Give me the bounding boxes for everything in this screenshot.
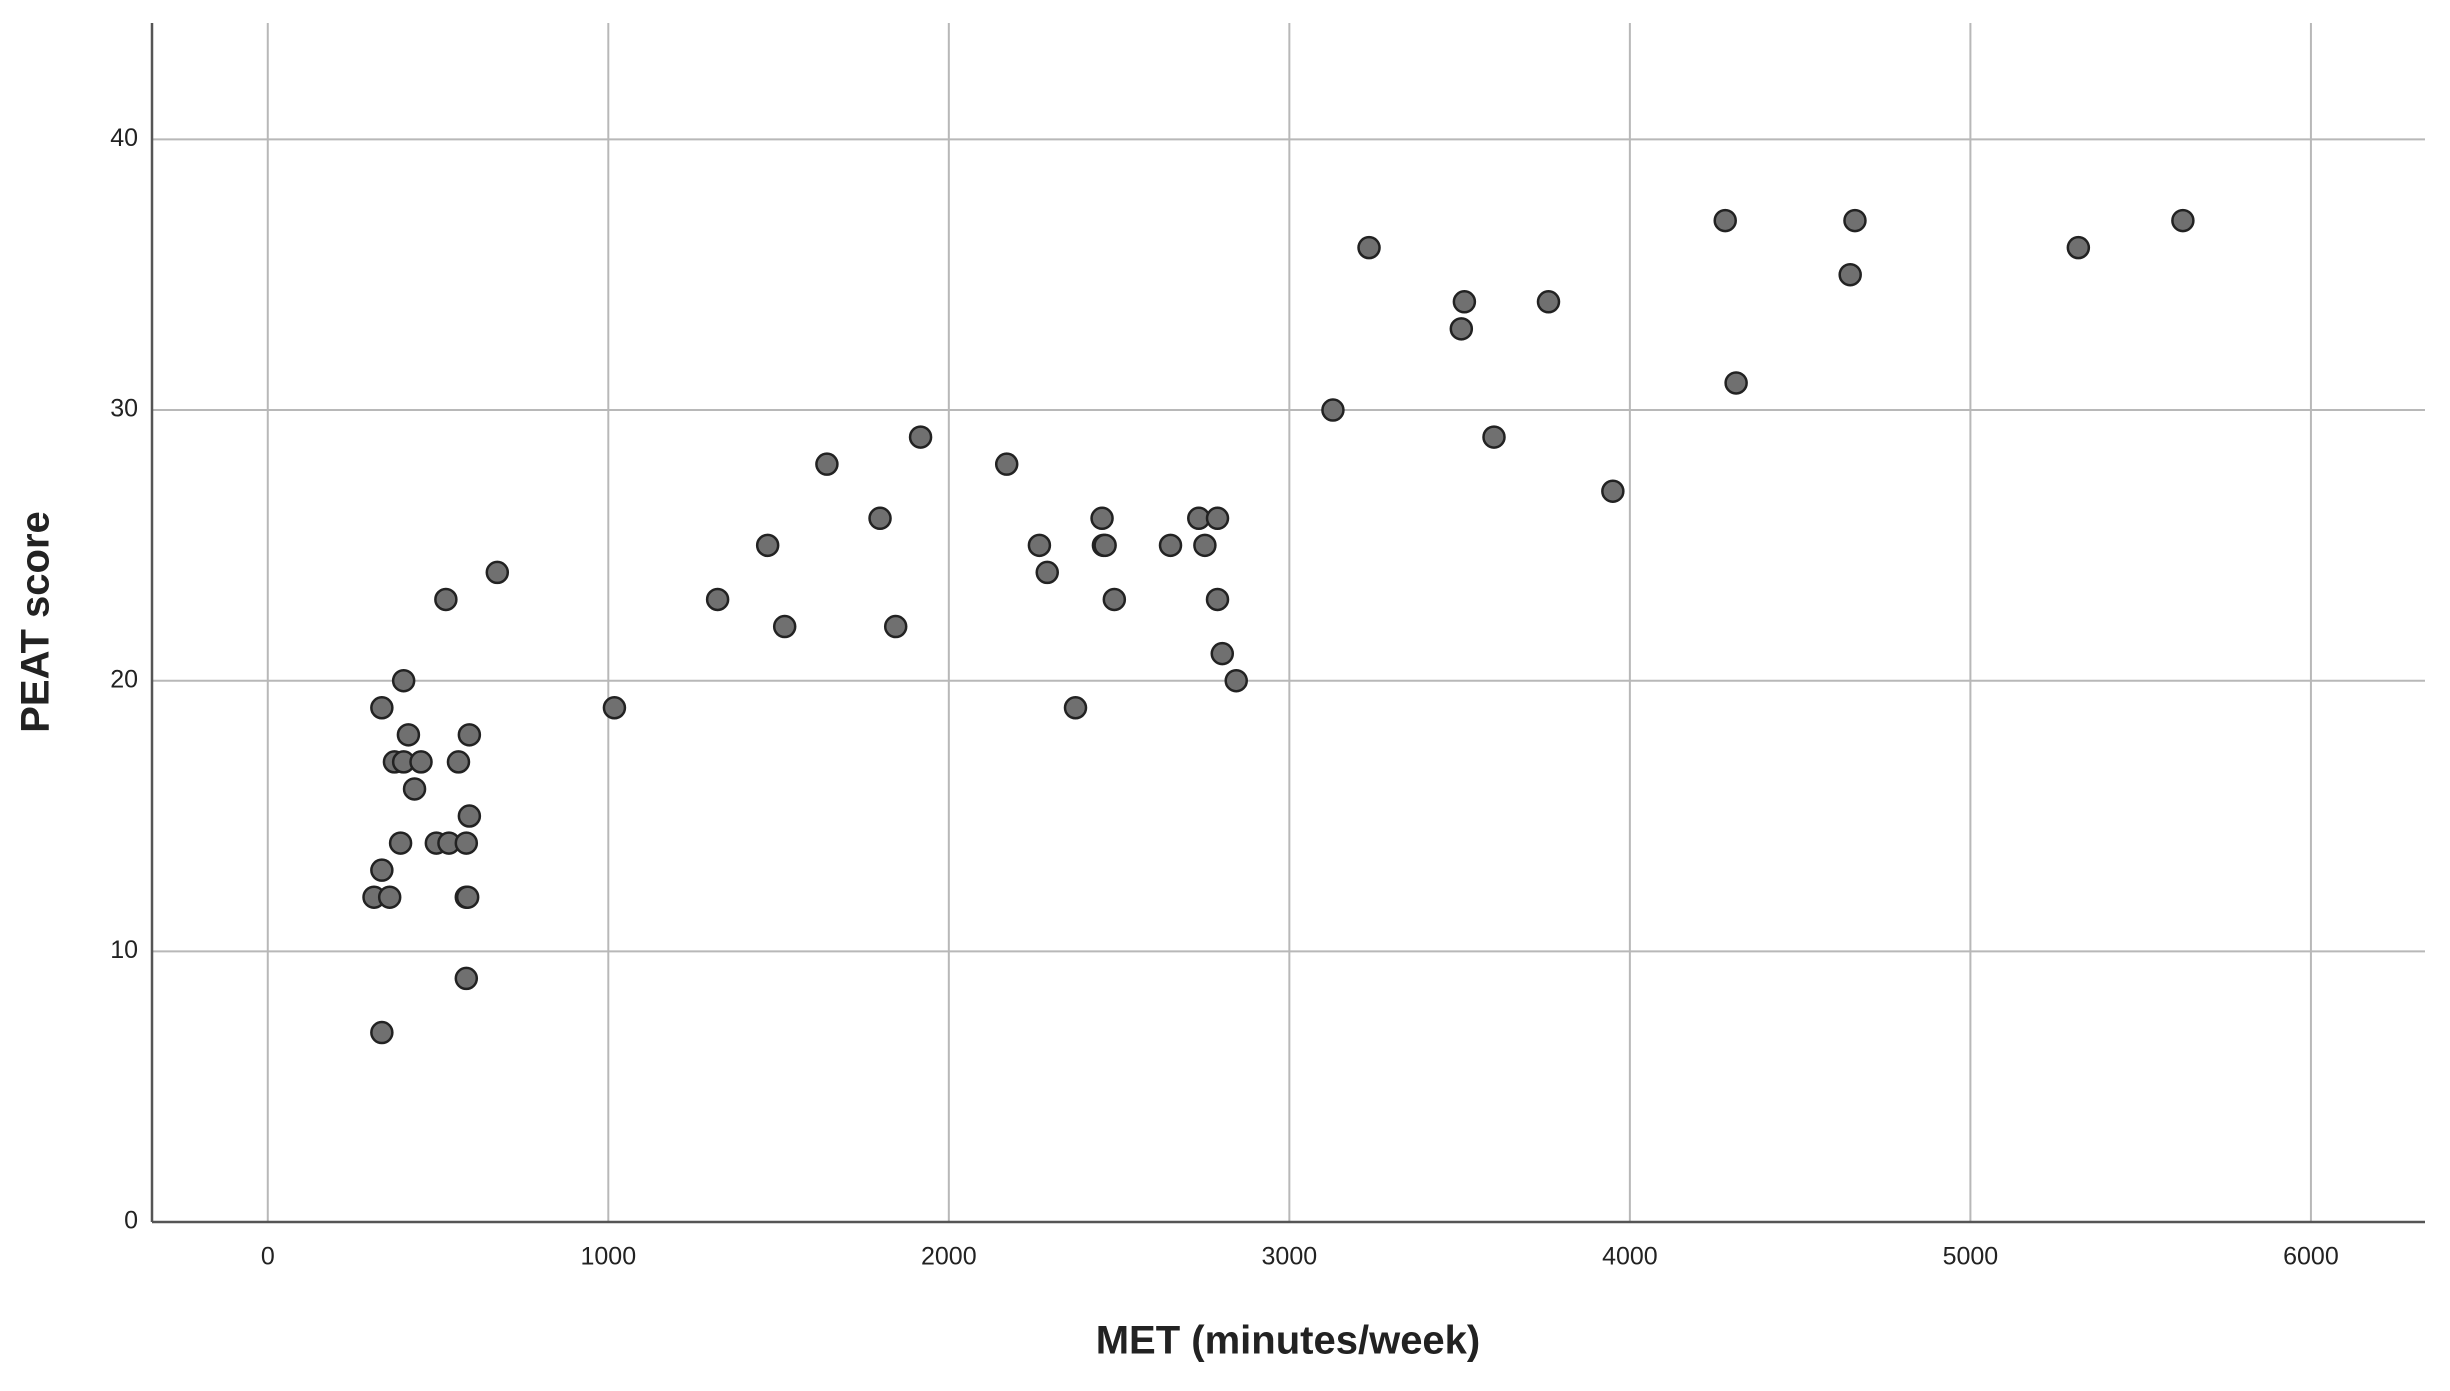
x-tick-label: 5000 [1943, 1243, 1999, 1271]
data-point [396, 723, 421, 747]
data-point [1601, 479, 1625, 503]
data-point [1724, 371, 1748, 395]
data-point [1102, 587, 1127, 612]
data-point [370, 858, 394, 882]
y-tick-label: 20 [110, 665, 138, 693]
data-point [391, 668, 416, 693]
data-point [455, 885, 480, 909]
data-point [2066, 235, 2091, 260]
data-point [1205, 587, 1230, 612]
data-point [772, 614, 797, 639]
data-point [377, 885, 402, 909]
data-point [457, 723, 482, 747]
data-point [370, 1020, 394, 1045]
data-point [868, 506, 892, 531]
data-point [446, 750, 471, 774]
y-tick-label: 10 [110, 936, 138, 964]
data-point [1357, 235, 1381, 260]
data-point [1205, 506, 1230, 531]
x-tick-label: 3000 [1262, 1243, 1318, 1271]
data-point [1027, 533, 1052, 558]
y-tick-label: 30 [110, 395, 138, 423]
x-axis-title: MET (minutes/week) [1096, 1319, 1481, 1363]
data-point [454, 966, 479, 991]
x-tick-label: 2000 [921, 1243, 977, 1271]
data-point [1210, 641, 1235, 666]
data-point [457, 804, 482, 828]
data-point [485, 560, 510, 585]
data-point [994, 452, 1019, 476]
data-point [1224, 668, 1248, 693]
x-tick-label: 0 [261, 1243, 275, 1271]
data-point [1090, 506, 1114, 531]
data-point [1193, 533, 1217, 558]
x-tick-label: 6000 [2283, 1243, 2339, 1271]
data-point [409, 750, 433, 774]
data-point [1093, 533, 1117, 558]
x-tick-label: 1000 [580, 1243, 636, 1271]
data-point [1452, 290, 1477, 314]
data-point [1482, 425, 1506, 449]
data-point [1536, 290, 1561, 314]
data-point [1035, 560, 1059, 585]
data-point [1321, 398, 1345, 422]
data-point [1063, 696, 1088, 720]
data-point [1158, 533, 1183, 558]
y-tick-label: 0 [124, 1207, 138, 1235]
data-point [1838, 262, 1862, 287]
y-tick-label: 40 [110, 124, 138, 152]
data-point [454, 831, 479, 855]
data-point [434, 587, 458, 612]
data-point [2171, 208, 2195, 233]
data-point [388, 831, 413, 855]
data-point [602, 696, 627, 720]
data-point [755, 533, 780, 558]
data-point [1713, 208, 1737, 233]
y-axis-title: PEAT score [14, 511, 58, 733]
data-point [908, 425, 933, 449]
data-point [370, 696, 394, 720]
data-point [883, 614, 908, 639]
data-point [815, 452, 839, 476]
x-tick-label: 4000 [1602, 1243, 1658, 1271]
data-point [1843, 208, 1867, 233]
data-point [705, 587, 730, 612]
data-point [1449, 317, 1474, 341]
data-point [402, 777, 427, 801]
